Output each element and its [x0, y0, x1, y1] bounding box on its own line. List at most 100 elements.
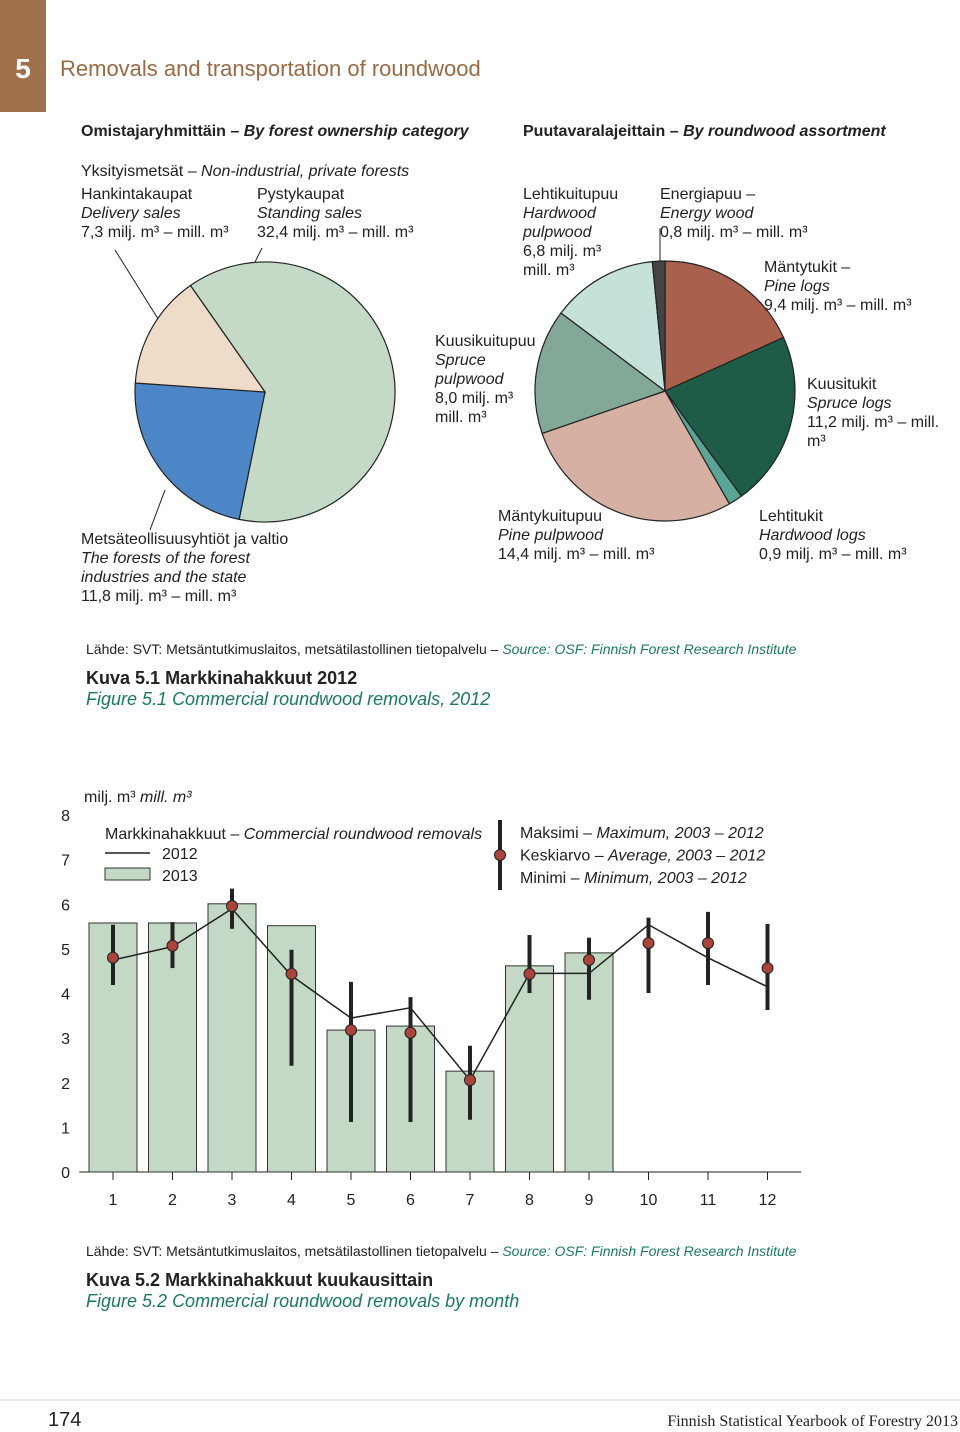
- line-2012: [112, 907, 768, 1082]
- legend-label: Keskiarvo – Average, 2003 – 2012: [520, 848, 765, 865]
- slice-value-line: 11,2 milj. m³ – mill. m³: [807, 413, 957, 451]
- slice-value-line: 7,3 milj. m³ – mill. m³: [81, 223, 251, 242]
- slice-name-line: Kuusitukit: [807, 375, 957, 394]
- pie-slice: [134, 382, 266, 521]
- slice-label: Hankintakaupat Delivery sales 7,3 milj. m³…: [81, 185, 251, 242]
- legend-title: Markkinahakkuut – Commercial roundwood r…: [105, 826, 482, 843]
- leader: [149, 489, 166, 531]
- range-label-fi: Keskiarvo –: [520, 848, 604, 865]
- caption-fi-part: Kuva 5.2: [86, 1270, 161, 1290]
- slice-value-line: 0,8 milj. m³ – mill. m³: [660, 223, 860, 242]
- y-tick-label: 7: [61, 853, 70, 870]
- slice-name-line: Lehtitukit: [759, 507, 959, 526]
- legend-label: Minimi – Minimum, 2003 – 2012: [520, 870, 747, 887]
- bar: [207, 903, 257, 1173]
- pie-title-part: Puutavaralajeittain –: [523, 123, 679, 140]
- pie-title-part: By forest ownership category: [243, 123, 469, 140]
- caption: Kuva 5.2 Markkinahakkuut kuukausittain Fi…: [86, 1270, 786, 1312]
- pie-title: Puutavaralajeittain – By roundwood assor…: [523, 122, 943, 141]
- slice-value: 9,4 milj. m³ – mill. m³: [764, 297, 912, 314]
- leader: [254, 247, 263, 263]
- group-label: Yksityismetsät – Non-industrial, private…: [81, 162, 461, 181]
- x-tick-label: 1: [109, 1192, 118, 1209]
- slice-label: Mäntykuitupuu Pine pulpwood 14,4 milj. m³ …: [498, 507, 698, 564]
- slice-name-line: Mäntytukit –: [764, 258, 960, 277]
- chapter-number: 5: [15, 53, 31, 84]
- chapter-title: Removals and transportation of roundwood: [60, 56, 481, 81]
- slice-value: 0,9 milj. m³ – mill. m³: [759, 546, 907, 563]
- slice-name-line: Mäntykuitupuu: [498, 507, 698, 526]
- slice-label: Lehtikuitupuu Hardwood pulpwood 6,8 milj. …: [523, 185, 623, 280]
- slice-name-en-line: The forests of the forest industries and…: [81, 549, 311, 587]
- slice-label: Metsäteollisuusyhtiöt ja valtio The fores…: [81, 530, 311, 606]
- legend-label: 2012: [162, 846, 198, 863]
- y-tick-label: 6: [61, 897, 70, 914]
- mean-dot: [166, 939, 179, 952]
- slice-value: 11,8 milj. m³ – mill. m³: [81, 588, 237, 605]
- slice-name-en-line: Hardwood pulpwood: [523, 204, 623, 242]
- source-line: Lähde: SVT: Metsäntutkimuslaitos, metsät…: [86, 640, 956, 659]
- slice-name-line: Kuusikuitupuu: [435, 332, 536, 351]
- source: Lähde: SVT: Metsäntutkimuslaitos, metsät…: [86, 640, 956, 659]
- caption-fi-part: Markkinahakkuut kuukausittain: [165, 1270, 434, 1290]
- pie-slice: [541, 390, 731, 522]
- slice-name-line: Pystykaupat: [257, 185, 437, 204]
- slice-value-line: 8,0 milj. m³ mill. m³: [435, 389, 535, 427]
- source: Lähde: SVT: Metsäntutkimuslaitos, metsät…: [86, 1242, 956, 1261]
- legend-bar: [104, 867, 151, 881]
- caption-en: Figure 5.1 Commercial roundwood removals…: [86, 689, 786, 710]
- slice-label: Kuusikuitupuu Spruce pulpwood 8,0 milj. m³…: [435, 332, 536, 427]
- mean-dot: [583, 954, 595, 967]
- caption-en-part: Commercial roundwood removals, 2012: [172, 689, 491, 709]
- y-tick-label: 8: [61, 808, 70, 825]
- mean-dot: [464, 1074, 476, 1087]
- page-number: 174: [48, 1409, 81, 1431]
- caption-fi-part: Markkinahakkuut 2012: [165, 668, 358, 688]
- x-tick-label: 11: [700, 1192, 717, 1209]
- slice-name-line: Energiapuu –: [660, 185, 860, 204]
- slice-label: Mäntytukit – Pine logs 9,4 milj. m³ – mill…: [764, 258, 960, 315]
- x-tick-label: 8: [525, 1192, 534, 1209]
- pie-slice: [664, 260, 785, 392]
- slice-value: 0,8 milj. m³ – mill. m³: [660, 224, 808, 241]
- slice-value-line: 6,8 milj. m³ mill. m³: [523, 242, 623, 280]
- bar: [505, 965, 554, 1173]
- source-line-part: Source: OSF: Finnish Forest Research Ins…: [502, 641, 797, 657]
- pie-heading: Puutavaralajeittain – By roundwood assor…: [523, 122, 943, 141]
- range-label-en: Average, 2003 – 2012: [607, 848, 765, 865]
- slice-value: 8,0 milj. m³ mill. m³: [435, 390, 514, 426]
- pie-slice: [651, 260, 666, 392]
- y-tick-label: 4: [61, 987, 70, 1004]
- pie-title-part: By roundwood assortment: [683, 123, 886, 140]
- slice-name-en: Spruce pulpwood: [435, 352, 504, 388]
- range-label-en: Minimum, 2003 – 2012: [584, 870, 747, 887]
- y-label-en: mill. m³: [140, 789, 192, 806]
- slice-name-en-line: Standing sales: [257, 204, 437, 223]
- mean-dot: [642, 937, 655, 950]
- slice-name-en: Hardwood pulpwood: [523, 205, 596, 241]
- caption-fi-part: Kuva 5.1: [86, 668, 161, 688]
- caption-en-part: Figure 5.1: [86, 689, 168, 709]
- slice-name: Mäntytukit –: [764, 259, 851, 276]
- legend-label: 2013: [162, 868, 198, 885]
- x-tick-label: 6: [406, 1192, 415, 1209]
- x-tick-label: 3: [228, 1192, 237, 1209]
- slice-name-en-line: Pine logs: [764, 277, 960, 296]
- slice-name: Pystykaupat: [257, 186, 345, 203]
- legend-title-en: Commercial roundwood removals: [244, 826, 482, 843]
- x-tick-label: 4: [287, 1192, 296, 1209]
- slice-name-en-line: Spruce logs: [807, 394, 957, 413]
- mean-dot: [345, 1024, 357, 1037]
- caption-en: Figure 5.2 Commercial roundwood removals…: [86, 1291, 786, 1312]
- pie-slice: [534, 312, 667, 435]
- mean-dot: [702, 937, 714, 950]
- slice-name-en: Pine logs: [764, 278, 830, 295]
- slice-name-en: Standing sales: [257, 205, 362, 222]
- slice-name: Mäntykuitupuu: [498, 508, 603, 525]
- mean-dot: [285, 967, 298, 980]
- pie-slice: [664, 336, 796, 498]
- y-tick-label: 0: [61, 1165, 70, 1182]
- y-tick-label: 3: [61, 1031, 70, 1048]
- slice-name: Hankintakaupat: [81, 186, 193, 203]
